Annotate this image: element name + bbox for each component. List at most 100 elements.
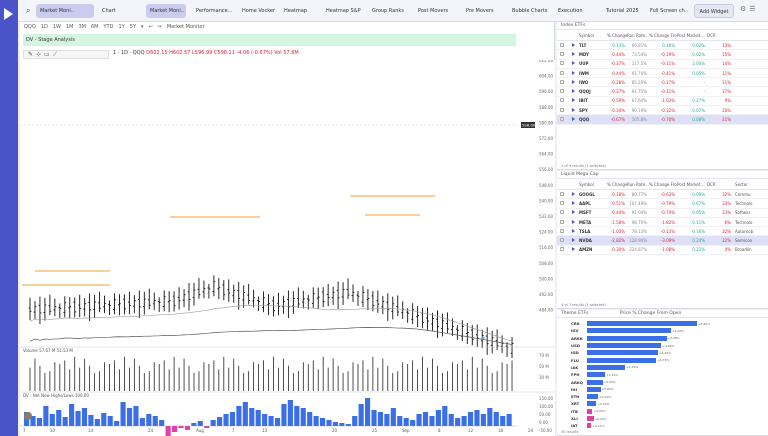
tab-5[interactable]: Heatmap xyxy=(284,8,307,14)
idx-row-play[interactable] xyxy=(567,117,579,122)
theme-row[interactable]: FPH +1.14% xyxy=(557,371,768,378)
checkbox[interactable] xyxy=(560,79,564,84)
tab-7[interactable]: Group Ranks xyxy=(372,8,404,14)
header-4[interactable]: Post Market... xyxy=(677,32,705,38)
theme-row[interactable]: IGV +5.26% xyxy=(557,327,768,334)
play-icon[interactable] xyxy=(571,228,575,233)
idx-row-checkbox[interactable] xyxy=(557,61,567,66)
mc-row[interactable]: AMZN -0.30% 224.87% -1.08% 0.22% 4% Broadlin xyxy=(557,246,768,256)
tab-0[interactable]: Market Moni.. xyxy=(36,4,94,18)
checkbox[interactable] xyxy=(560,70,564,75)
checkbox[interactable] xyxy=(560,247,564,252)
theme-row[interactable]: XLI +0.42% xyxy=(557,415,768,422)
idx-row-play[interactable] xyxy=(567,107,579,113)
idx-row[interactable]: TLT 0.13% 66.81% 0.16% 0.02% 13% xyxy=(557,41,768,51)
tab-13[interactable]: Full Screen ch.. xyxy=(650,8,689,14)
idx-row[interactable]: IWM -0.44% 91.74% -0.41% 0.05% 11% xyxy=(557,69,768,79)
tab-1[interactable]: Chart xyxy=(102,8,116,14)
mc-row-play[interactable] xyxy=(567,247,579,252)
header-0[interactable]: Symbol xyxy=(579,181,594,187)
idx-row-play[interactable] xyxy=(567,61,579,66)
drawing-tools[interactable]: ✎⊹▭⟋ xyxy=(23,50,109,59)
tab-6[interactable]: Heatmap S&P xyxy=(326,8,361,14)
idx-row[interactable]: QQQ -0.67% 105.8% -0.70% 0.08% 21% xyxy=(557,115,768,125)
tab-12[interactable]: Tutorial 2025 xyxy=(606,8,639,14)
play-icon[interactable] xyxy=(571,247,575,252)
theme-row[interactable]: XRT +0.59% xyxy=(557,400,768,407)
play-icon[interactable] xyxy=(571,89,575,94)
checkbox[interactable] xyxy=(560,219,564,224)
theme-row[interactable]: USD +4.66% xyxy=(557,342,768,349)
tab-9[interactable]: Pre Movers xyxy=(466,8,494,14)
mc-row-play[interactable] xyxy=(567,200,579,206)
checkbox[interactable] xyxy=(560,238,564,243)
tab-8[interactable]: Post Movers xyxy=(418,8,449,14)
mc-row-checkbox[interactable] xyxy=(557,200,567,206)
checkbox[interactable] xyxy=(560,200,564,205)
idx-row-checkbox[interactable] xyxy=(557,89,567,94)
mc-row-checkbox[interactable] xyxy=(557,238,567,243)
header-1[interactable]: % Change Today xyxy=(607,32,627,38)
header-2[interactable]: Run Rate... xyxy=(627,181,649,187)
idx-row-checkbox[interactable] xyxy=(557,42,567,48)
play-icon[interactable] xyxy=(571,191,575,196)
idx-row-play[interactable] xyxy=(567,70,579,76)
idx-row-checkbox[interactable] xyxy=(557,70,567,76)
header-5[interactable]: DCR xyxy=(707,181,716,187)
tab-3[interactable]: Performance... xyxy=(196,8,233,14)
header-1[interactable]: % Change Today xyxy=(607,181,627,187)
idx-row-play[interactable] xyxy=(567,51,579,57)
theme-row[interactable]: CRK +6.89% xyxy=(557,320,768,327)
chart-toolbar-item-1[interactable]: 1D xyxy=(40,24,48,30)
checkbox[interactable] xyxy=(560,191,564,196)
idx-row-checkbox[interactable] xyxy=(557,79,567,85)
header-4[interactable]: Post Market... xyxy=(677,181,705,187)
checkbox[interactable] xyxy=(560,61,564,66)
price-chart-canvas[interactable]: 612.00 604.00 596.00 588.00 580.00 572.00 564.… xyxy=(20,60,555,436)
idx-row-checkbox[interactable] xyxy=(557,117,567,122)
theme-row[interactable]: FLU +4.33% xyxy=(557,356,768,363)
mc-row-checkbox[interactable] xyxy=(557,210,567,215)
play-icon[interactable] xyxy=(571,117,575,122)
header-6[interactable]: Sector xyxy=(735,181,748,187)
checkbox[interactable] xyxy=(560,98,564,103)
play-icon[interactable] xyxy=(571,51,575,56)
checkbox[interactable] xyxy=(560,228,564,233)
chart-toolbar-item-4[interactable]: 3M xyxy=(78,24,86,30)
play-icon[interactable] xyxy=(571,238,575,243)
checkbox[interactable] xyxy=(560,89,564,94)
idx-row-checkbox[interactable] xyxy=(557,107,567,113)
play-icon[interactable] xyxy=(571,61,575,66)
logo-play-icon[interactable] xyxy=(4,8,13,20)
header-5[interactable]: DCR xyxy=(707,32,716,38)
chart-toolbar-item-8[interactable]: 5Y xyxy=(129,24,136,30)
chart-toolbar-item-11[interactable]: ↪ xyxy=(157,24,162,30)
theme-row[interactable]: ETH +0.70% xyxy=(557,393,768,400)
mc-row-checkbox[interactable] xyxy=(557,247,567,252)
chart-toolbar-item-7[interactable]: 1Y xyxy=(118,24,125,30)
idx-row[interactable]: MDY -0.44% 73.54% -0.19% 0.02% 15% xyxy=(557,50,768,60)
mc-row-checkbox[interactable] xyxy=(557,228,567,234)
header-2[interactable]: Run Rate... xyxy=(627,32,649,38)
chart-toolbar-item-10[interactable]: ↩ xyxy=(148,24,153,30)
mc-row-play[interactable] xyxy=(567,238,579,243)
theme-row[interactable]: IAT +0.27% xyxy=(557,422,768,429)
theme-row[interactable]: ITB +0.34% xyxy=(557,408,768,415)
chart-toolbar-item-5[interactable]: 6M xyxy=(90,24,99,30)
idx-row[interactable]: UUP -0.37% 117.5% -0.11% 2.00% 14% xyxy=(557,60,768,69)
mc-row-checkbox[interactable] xyxy=(557,191,567,197)
play-icon[interactable] xyxy=(571,219,575,224)
idx-row[interactable]: QQQJ -0.27% 91.75% -0.11% - 17% xyxy=(557,87,768,97)
mc-row-play[interactable] xyxy=(567,191,579,197)
idx-row-play[interactable] xyxy=(567,98,579,103)
chart-toolbar-item-6[interactable]: YTD xyxy=(103,24,114,30)
theme-row[interactable]: IGD +4.45% xyxy=(557,349,768,356)
checkbox[interactable] xyxy=(560,42,564,47)
tab-4[interactable]: Home Vocker xyxy=(242,8,276,14)
chart-toolbar-item-3[interactable]: 1M xyxy=(65,24,74,30)
mc-row[interactable]: GOOGL -0.18% 80.77% -0.63% 0.09% 32% Commu xyxy=(557,190,768,200)
idx-row[interactable]: IWO -0.28% 85.20% -0.17% - 11% xyxy=(557,78,768,88)
idx-row-checkbox[interactable] xyxy=(557,51,567,57)
idx-row-checkbox[interactable] xyxy=(557,98,567,103)
play-icon[interactable] xyxy=(571,42,575,47)
